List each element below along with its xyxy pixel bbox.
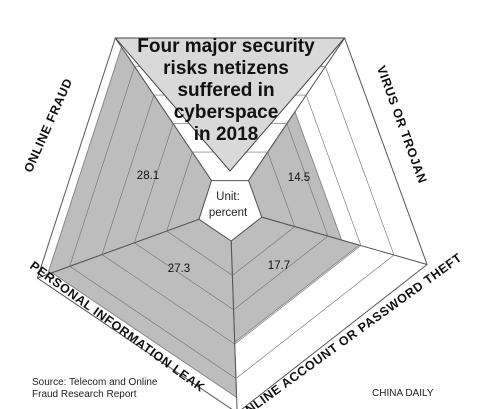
spoke-line-5 — [37, 218, 200, 279]
spoke-line-3 — [261, 216, 428, 265]
spoke-line-4 — [230, 240, 238, 409]
unit-label: Unit: — [216, 191, 240, 203]
chart-title-line-3: suffered in — [177, 80, 274, 101]
source-line-1: Source: Telecom and Online — [32, 377, 158, 388]
chart-title-line-4: cyberspace — [174, 102, 279, 123]
title-triangle — [114, 37, 346, 172]
value-label-account-theft: 17.7 — [268, 260, 290, 272]
chart-title-line-2: risks netizens — [163, 58, 289, 79]
grid-ring-1 — [166, 151, 296, 276]
chart-title-line-1: Four major security — [137, 36, 315, 57]
value-label-online-fraud: 28.1 — [137, 170, 159, 182]
spoke-line-1 — [114, 37, 212, 181]
credit-label: CHINA DAILY — [372, 388, 434, 399]
axis-label-online-fraud: ONLINE FRAUD — [21, 76, 75, 175]
unit-box — [198, 180, 263, 242]
title-box — [114, 37, 346, 172]
value-label-personal-info-leak: 27.3 — [168, 263, 190, 275]
source-line-2: Fraud Research Report — [32, 389, 137, 400]
value-label-virus-or-trojan: 14.5 — [288, 172, 310, 184]
spoke-line-2 — [248, 37, 346, 181]
chart-title-line-5: in 2018 — [194, 124, 258, 145]
center-pentagon — [198, 180, 263, 242]
unit-value: percent — [209, 207, 248, 219]
